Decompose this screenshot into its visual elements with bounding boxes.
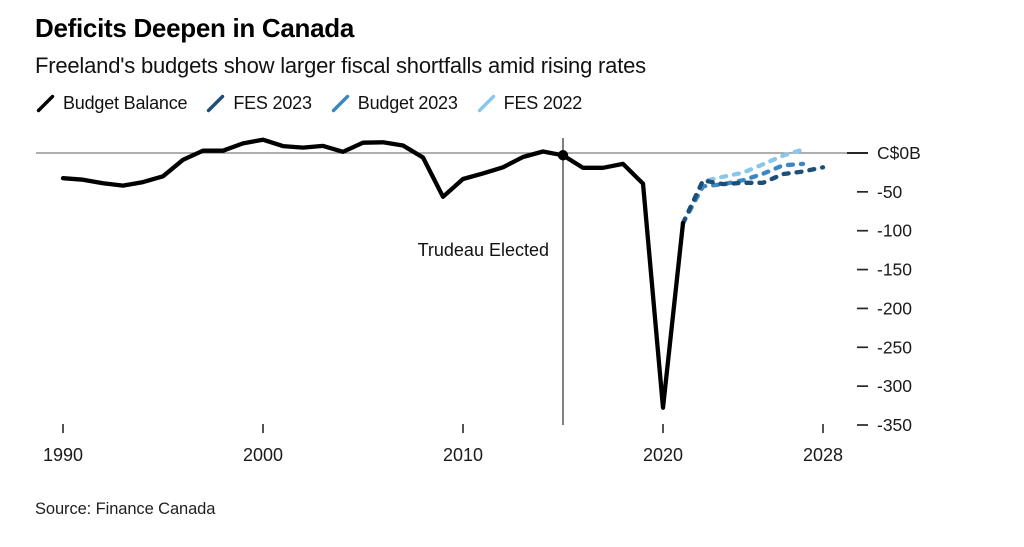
legend-label: FES 2022	[503, 92, 583, 113]
chart-header: Deficits Deepen in Canada Freeland's bud…	[35, 13, 995, 114]
legend-item-budget-balance: Budget Balance	[35, 92, 188, 114]
x-axis-label: 2010	[443, 445, 483, 465]
legend-item-budget-2023: Budget 2023	[330, 93, 458, 114]
legend-label: FES 2023	[233, 92, 312, 113]
legend-label: Budget Balance	[63, 92, 188, 113]
x-axis-label: 2028	[803, 445, 843, 465]
fes-2022-swatch-icon	[477, 94, 495, 112]
series-line-fes-2022	[680, 147, 806, 226]
legend-item-fes-2022: FES 2022	[476, 93, 582, 114]
y-axis-label: -200	[877, 298, 912, 318]
legend-item-fes-2023: FES 2023	[205, 92, 312, 114]
fes-2023-swatch-icon	[207, 94, 225, 112]
y-axis-label: C$0B	[877, 143, 921, 163]
x-axis-label: 1990	[43, 445, 83, 465]
y-axis-label: -350	[877, 415, 912, 435]
series-line-budget-balance	[60, 137, 686, 410]
y-axis-label: -150	[877, 260, 912, 280]
x-axis-label: 2000	[243, 445, 283, 465]
y-axis-label: -100	[877, 221, 912, 241]
legend-label: Budget 2023	[357, 92, 458, 113]
series-line-fes-2023	[680, 165, 826, 226]
budget-2023-swatch-icon	[331, 94, 349, 112]
y-axis-label: -50	[877, 182, 903, 202]
y-axis-label: -300	[877, 376, 912, 396]
series-line-budget-2023	[680, 161, 806, 226]
annotation-label: Trudeau Elected	[418, 240, 549, 260]
x-axis-label: 2020	[643, 445, 683, 465]
budget-balance-swatch-icon	[36, 94, 55, 112]
source-text: Source: Finance Canada	[35, 500, 216, 518]
chart-title: Deficits Deepen in Canada	[35, 13, 355, 43]
data-point-marker	[557, 150, 569, 161]
chart-legend: Budget Balance FES 2023 Budget 2023 FES 202…	[35, 93, 995, 114]
chart-subtitle: Freeland's budgets show larger fiscal sh…	[35, 53, 646, 79]
y-axis-label: -250	[877, 337, 912, 357]
